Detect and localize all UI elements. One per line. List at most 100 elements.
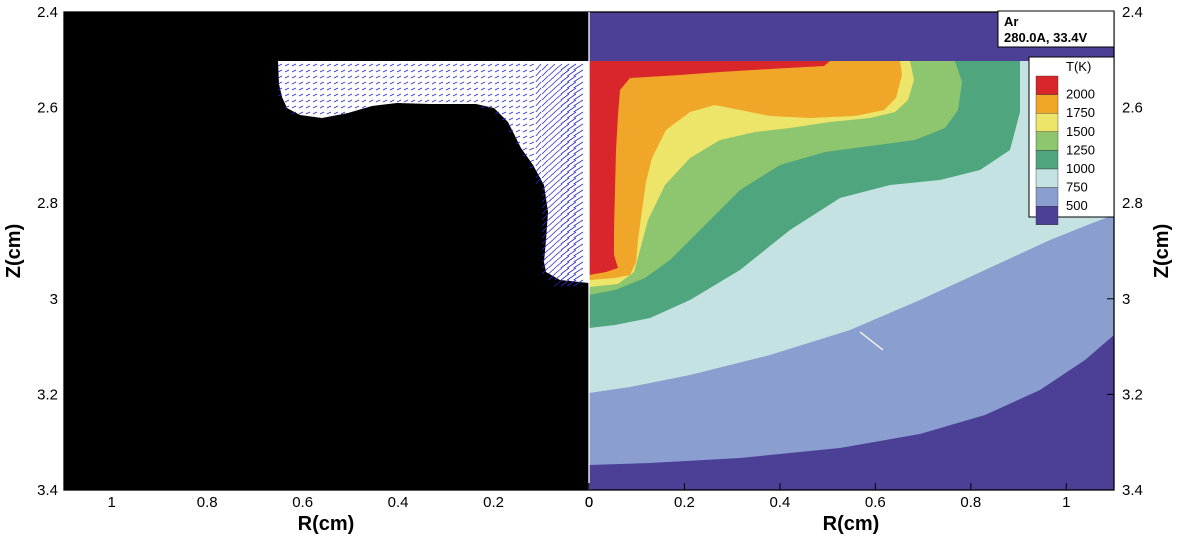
velocity-vector (554, 165, 563, 173)
velocity-vector (541, 183, 549, 191)
velocity-vector (554, 87, 563, 95)
velocity-vector (417, 93, 423, 97)
velocity-vector (554, 267, 563, 275)
velocity-vector (573, 105, 584, 113)
velocity-vector (487, 81, 493, 85)
velocity-vector (573, 81, 584, 89)
velocity-vector (573, 231, 584, 239)
velocity-vector (541, 261, 549, 269)
velocity-vector (548, 219, 556, 227)
velocity-vectors (277, 63, 584, 287)
velocity-vector (403, 93, 409, 97)
x-tick-label-left: 1 (108, 494, 116, 511)
velocity-vector (284, 75, 290, 79)
velocity-vector (541, 117, 549, 125)
velocity-vector (417, 99, 423, 103)
velocity-vector (560, 159, 570, 167)
velocity-vector (560, 81, 570, 89)
velocity-vector (466, 93, 472, 97)
velocity-vector (554, 195, 563, 203)
velocity-vector (560, 129, 570, 137)
velocity-vector (515, 117, 521, 121)
velocity-vector (501, 111, 507, 115)
velocity-vector (340, 81, 346, 85)
velocity-vector (573, 261, 584, 269)
velocity-vector (554, 231, 563, 239)
legend-label: 1500 (1066, 124, 1095, 139)
velocity-vector (541, 105, 549, 113)
velocity-vector (515, 75, 521, 79)
velocity-vector (554, 225, 563, 233)
velocity-vector (573, 99, 584, 107)
velocity-vector (333, 81, 339, 85)
velocity-vector (560, 87, 570, 95)
velocity-vector (354, 93, 360, 97)
velocity-vector (319, 63, 325, 67)
velocity-vector (382, 93, 388, 97)
velocity-vector (548, 243, 556, 251)
velocity-vector (361, 87, 367, 91)
velocity-vector (541, 69, 549, 77)
velocity-vector (541, 153, 549, 161)
velocity-vector (548, 153, 556, 161)
legend-swatch (1035, 112, 1059, 132)
velocity-vector (382, 81, 388, 85)
velocity-vector (560, 201, 570, 209)
velocity-vector (567, 81, 577, 89)
velocity-vector (494, 93, 500, 97)
velocity-vector (548, 129, 556, 137)
velocity-vector (535, 177, 542, 185)
velocity-vector (548, 159, 556, 167)
velocity-vector (567, 231, 577, 239)
x-tick-label-left: 0 (585, 494, 593, 511)
velocity-vector (396, 69, 402, 73)
velocity-vector (560, 147, 570, 155)
velocity-vector (529, 87, 535, 91)
velocity-vector (375, 87, 381, 91)
velocity-vector (417, 69, 423, 73)
y-tick-label-right: 2.4 (1122, 4, 1143, 21)
velocity-vector (548, 165, 556, 173)
velocity-vector (298, 63, 304, 67)
velocity-vector (541, 267, 549, 275)
velocity-vector (560, 237, 570, 245)
velocity-vector (319, 87, 325, 91)
velocity-vector (573, 219, 584, 227)
velocity-vector (312, 93, 318, 97)
velocity-vector (567, 219, 577, 227)
velocity-vector (554, 117, 563, 125)
velocity-vector (554, 255, 563, 263)
info-conditions: 280.0A, 33.4V (1004, 30, 1087, 45)
velocity-vector (284, 69, 290, 73)
velocity-vector (494, 69, 500, 73)
velocity-vector (548, 141, 556, 149)
x-tick-label-right: 0.4 (769, 494, 790, 511)
velocity-vector (541, 75, 549, 83)
velocity-vector (522, 81, 528, 85)
velocity-vector (573, 153, 584, 161)
velocity-vector (368, 87, 374, 91)
velocity-vector (529, 75, 535, 79)
velocity-vector (541, 159, 549, 167)
velocity-vector (487, 93, 493, 97)
x-tick-label-right: 0.6 (865, 494, 886, 511)
velocity-vector (382, 69, 388, 73)
velocity-vector (480, 69, 486, 73)
velocity-vector (347, 87, 353, 91)
velocity-vector (529, 147, 535, 151)
velocity-vector (573, 165, 584, 173)
velocity-vector (573, 129, 584, 137)
velocity-vector (480, 63, 486, 67)
velocity-vector (333, 63, 339, 67)
velocity-vector (340, 75, 346, 79)
legend-label: 750 (1066, 180, 1088, 195)
velocity-vector (567, 75, 577, 83)
legend-label: 500 (1066, 198, 1088, 213)
velocity-vector (548, 63, 556, 71)
velocity-vector (347, 93, 353, 97)
velocity-vector (382, 99, 388, 103)
velocity-vector (326, 99, 332, 103)
velocity-vector (508, 75, 514, 79)
velocity-vector (560, 177, 570, 185)
legend-label: 1000 (1066, 161, 1095, 176)
